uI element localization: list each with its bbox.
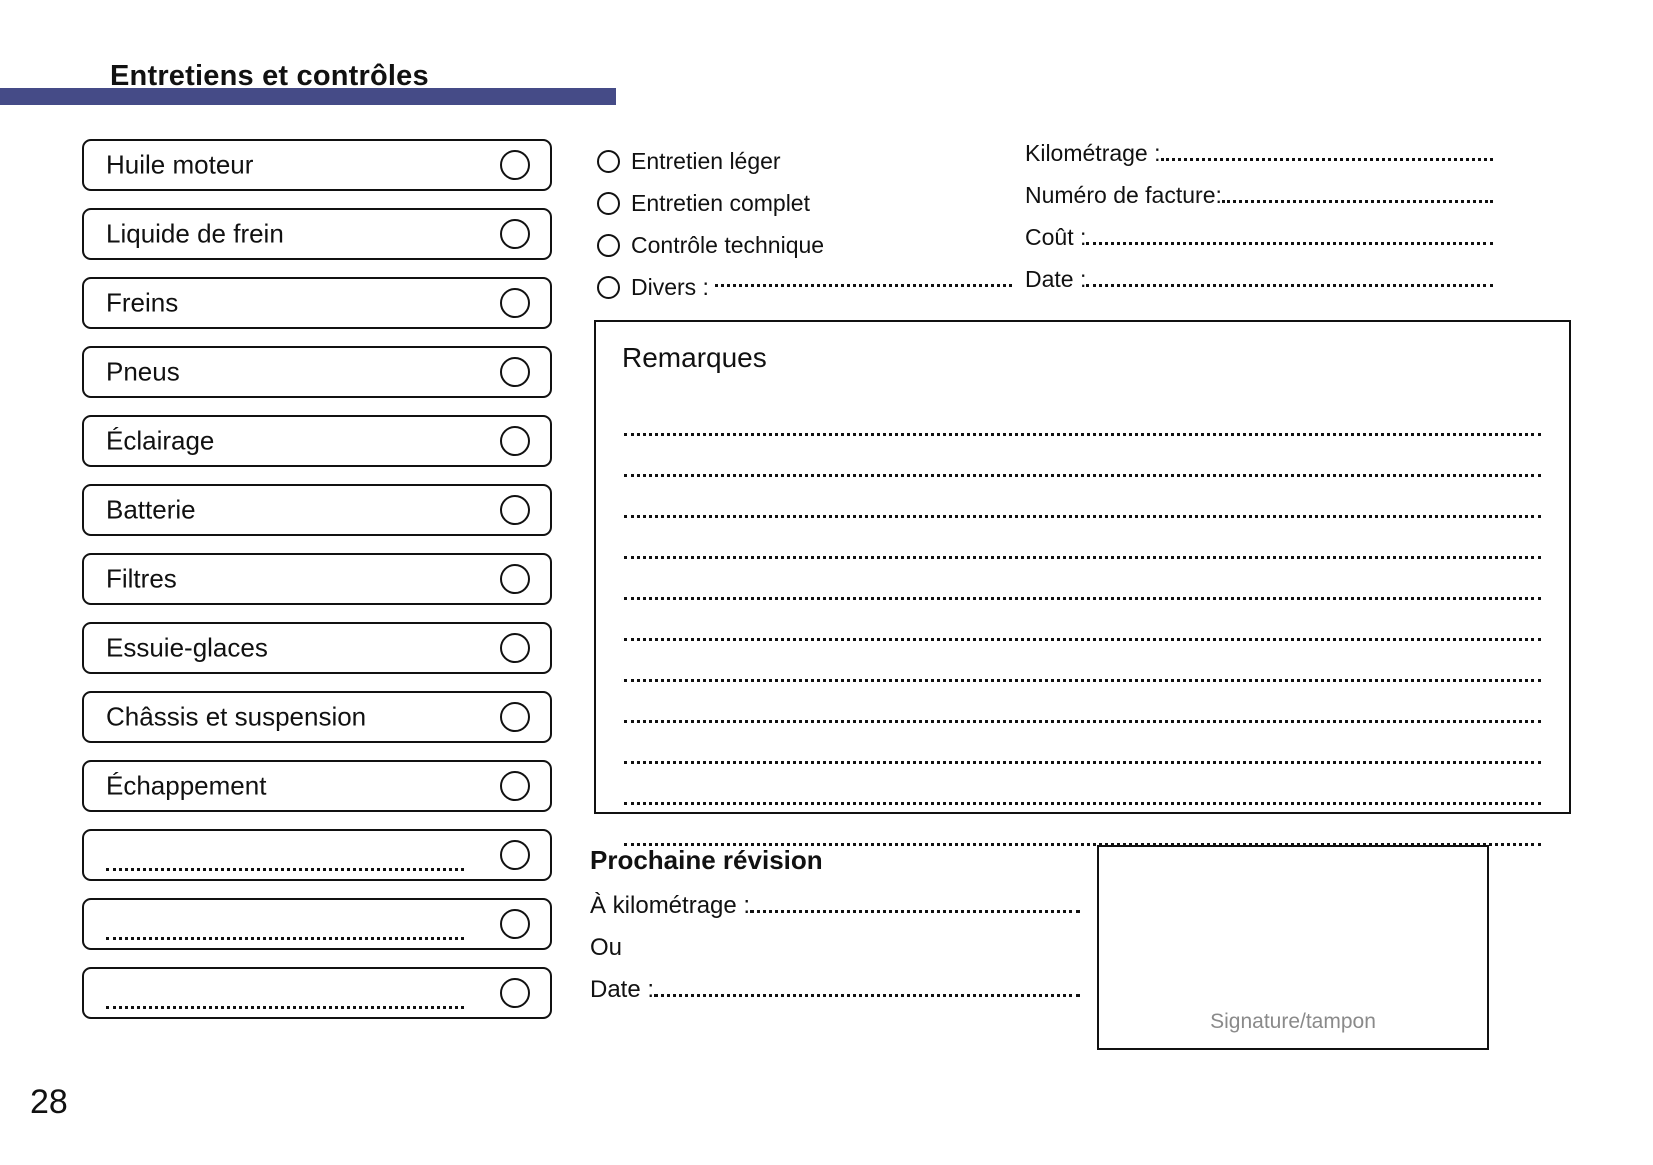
- checklist-row[interactable]: Huile moteur: [82, 139, 552, 191]
- service-type-option[interactable]: Entretien léger: [597, 140, 1012, 182]
- service-type-option[interactable]: Divers :: [597, 266, 1012, 308]
- header-accent-rule: [0, 88, 616, 105]
- radio-circle-icon[interactable]: [597, 275, 620, 299]
- next-service-date-input[interactable]: [654, 993, 1080, 997]
- invoice-field-input[interactable]: [1221, 199, 1493, 203]
- checklist-row[interactable]: Freins: [82, 277, 552, 329]
- invoice-field-row: Numéro de facture:: [1025, 182, 1493, 224]
- checklist-checkbox-circle-icon[interactable]: [500, 219, 530, 249]
- page-title: Entretiens et contrôles: [110, 60, 429, 92]
- checklist-checkbox-circle-icon[interactable]: [500, 357, 530, 387]
- service-type-label: Entretien léger: [631, 147, 781, 174]
- next-service-date-row: Date :: [590, 976, 1080, 1018]
- checklist-item-label: Freins: [106, 287, 179, 318]
- service-type-other-input[interactable]: [714, 283, 1012, 287]
- remarks-line[interactable]: [624, 518, 1541, 559]
- next-service-title: Prochaine révision: [590, 845, 823, 875]
- checklist-item-label: Pneus: [106, 356, 180, 387]
- invoice-field-row: Kilométrage :: [1025, 140, 1493, 182]
- remarks-line[interactable]: [624, 682, 1541, 723]
- invoice-field-input[interactable]: [1160, 157, 1493, 161]
- remarks-line[interactable]: [624, 641, 1541, 682]
- signature-caption: Signature/tampon: [1210, 1010, 1376, 1033]
- remarks-line[interactable]: [624, 559, 1541, 600]
- next-service-mileage-row: À kilométrage :: [590, 892, 1080, 934]
- checklist-checkbox-circle-icon[interactable]: [500, 909, 530, 939]
- invoice-fields: Kilométrage : Numéro de facture: Coût : Dat…: [1025, 140, 1493, 308]
- checklist-checkbox-circle-icon[interactable]: [500, 564, 530, 594]
- checklist-custom-input[interactable]: [106, 937, 464, 940]
- checklist-checkbox-circle-icon[interactable]: [500, 495, 530, 525]
- checklist-row[interactable]: Échappement: [82, 760, 552, 812]
- checklist-row[interactable]: Châssis et suspension: [82, 691, 552, 743]
- checklist-checkbox-circle-icon[interactable]: [500, 840, 530, 870]
- checklist-item-label: Batterie: [106, 494, 196, 525]
- service-type-option[interactable]: Entretien complet: [597, 182, 1012, 224]
- checklist-checkbox-circle-icon[interactable]: [500, 771, 530, 801]
- invoice-field-label: Coût :: [1025, 224, 1087, 250]
- next-service-or-row: Ou: [590, 934, 1080, 976]
- maintenance-checklist: Huile moteur Liquide de frein Freins Pneus É…: [82, 139, 552, 1036]
- next-service-mileage-label: À kilométrage :: [590, 892, 751, 919]
- checklist-item-label: Filtres: [106, 563, 177, 594]
- service-type-label: Contrôle technique: [631, 231, 825, 258]
- remarks-line[interactable]: [624, 723, 1541, 764]
- service-type-label: Entretien complet: [631, 189, 810, 216]
- invoice-field-label: Kilométrage :: [1025, 140, 1161, 166]
- remarks-line[interactable]: [624, 764, 1541, 805]
- service-type-label: Divers :: [631, 273, 709, 300]
- checklist-checkbox-circle-icon[interactable]: [500, 633, 530, 663]
- invoice-field-input[interactable]: [1086, 283, 1493, 287]
- remarks-line[interactable]: [624, 395, 1541, 436]
- remarks-line[interactable]: [624, 805, 1541, 846]
- service-type-options: Entretien léger Entretien complet Contrôle…: [597, 140, 1012, 308]
- checklist-item-label: Échappement: [106, 770, 267, 801]
- checklist-custom-input[interactable]: [106, 1006, 464, 1009]
- checklist-row[interactable]: [82, 898, 552, 950]
- checklist-row[interactable]: Filtres: [82, 553, 552, 605]
- checklist-item-label: Huile moteur: [106, 149, 254, 180]
- page-number: 28: [30, 1083, 68, 1121]
- checklist-row[interactable]: [82, 829, 552, 881]
- checklist-item-label: Éclairage: [106, 425, 215, 456]
- checklist-row[interactable]: [82, 967, 552, 1019]
- remarks-title: Remarques: [622, 342, 767, 373]
- remarks-line[interactable]: [624, 477, 1541, 518]
- checklist-checkbox-circle-icon[interactable]: [500, 150, 530, 180]
- service-type-option[interactable]: Contrôle technique: [597, 224, 1012, 266]
- next-service-mileage-input[interactable]: [750, 909, 1080, 913]
- remarks-box: Remarques: [594, 320, 1571, 846]
- next-service-or-label: Ou: [590, 934, 623, 961]
- radio-circle-icon[interactable]: [597, 191, 620, 215]
- next-service-date-label: Date :: [590, 976, 655, 1003]
- next-service-section: Prochaine révision À kilométrage : Ou Da…: [590, 845, 1080, 1018]
- invoice-field-label: Numéro de facture:: [1025, 182, 1222, 208]
- invoice-field-row: Coût :: [1025, 224, 1493, 266]
- radio-circle-icon[interactable]: [597, 149, 620, 173]
- checklist-checkbox-circle-icon[interactable]: [500, 288, 530, 318]
- checklist-item-label: Essuie-glaces: [106, 632, 268, 663]
- signature-box[interactable]: Signature/tampon: [1097, 845, 1489, 1050]
- checklist-row[interactable]: Essuie-glaces: [82, 622, 552, 674]
- checklist-custom-input[interactable]: [106, 868, 464, 871]
- checklist-item-label: Liquide de frein: [106, 218, 284, 249]
- remarks-lines: [624, 395, 1541, 846]
- invoice-field-input[interactable]: [1086, 241, 1493, 245]
- radio-circle-icon[interactable]: [597, 233, 620, 257]
- invoice-field-label: Date :: [1025, 266, 1087, 292]
- checklist-checkbox-circle-icon[interactable]: [500, 978, 530, 1008]
- checklist-row[interactable]: Batterie: [82, 484, 552, 536]
- invoice-field-row: Date :: [1025, 266, 1493, 308]
- remarks-line[interactable]: [624, 436, 1541, 477]
- remarks-line[interactable]: [624, 600, 1541, 641]
- checklist-checkbox-circle-icon[interactable]: [500, 702, 530, 732]
- checklist-row[interactable]: Pneus: [82, 346, 552, 398]
- checklist-item-label: Châssis et suspension: [106, 701, 367, 732]
- checklist-checkbox-circle-icon[interactable]: [500, 426, 530, 456]
- checklist-row[interactable]: Éclairage: [82, 415, 552, 467]
- checklist-row[interactable]: Liquide de frein: [82, 208, 552, 260]
